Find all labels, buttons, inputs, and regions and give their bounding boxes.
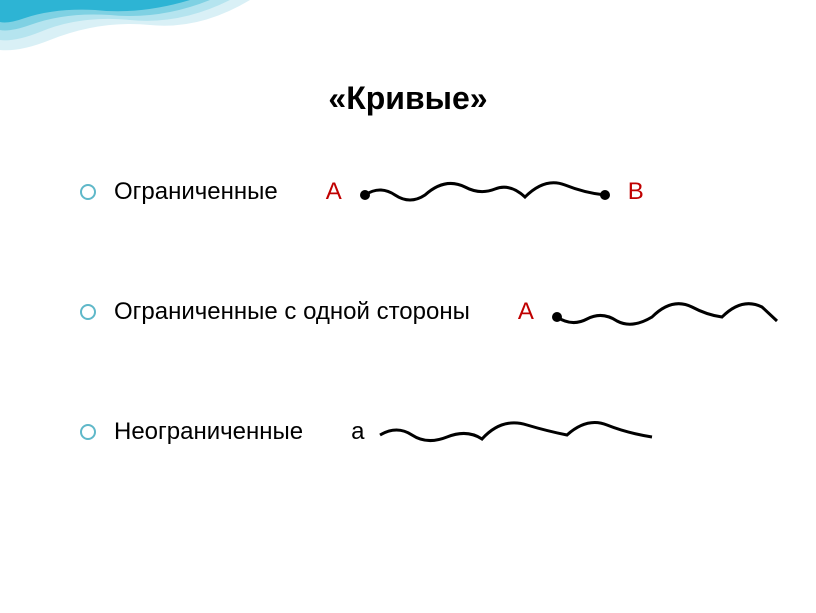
- list-item: Неограниченные а: [80, 407, 816, 457]
- item-text: Неограниченные: [114, 418, 303, 446]
- list-item: Ограниченные с одной стороны А: [80, 287, 816, 337]
- item-text: Ограниченные: [114, 178, 278, 206]
- unbounded-curve: [372, 407, 662, 457]
- list-item: Ограниченные А В: [80, 167, 816, 217]
- item-text: Ограниченные с одной стороны: [114, 298, 470, 326]
- point-label-a: А: [518, 298, 534, 326]
- bullet-list: Ограниченные А В Ограниченные с одной ст…: [0, 167, 816, 457]
- curve-label-a: а: [351, 418, 364, 446]
- half-bounded-curve: [542, 287, 782, 337]
- slide-content: «Кривые» Ограниченные А В Ограниченные с…: [0, 0, 816, 457]
- point-label-b: В: [628, 178, 644, 206]
- point-label-a: А: [326, 178, 342, 206]
- slide-title: «Кривые»: [0, 80, 816, 117]
- bounded-curve: [350, 167, 620, 217]
